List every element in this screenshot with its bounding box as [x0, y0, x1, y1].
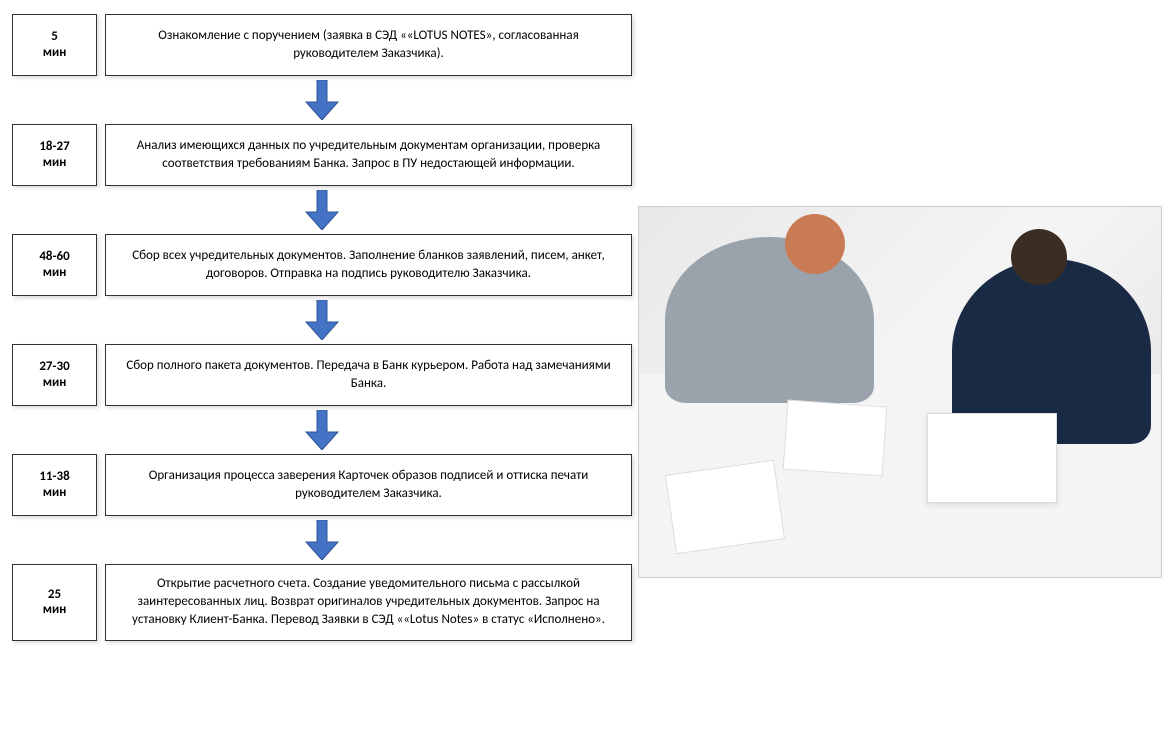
step-3: 48-60 мин Сбор всех учредительных докуме… — [12, 234, 632, 296]
time-value: 11-38 — [39, 469, 69, 485]
step-4: 27-30 мин Сбор полного пакета документов… — [12, 344, 632, 406]
arrow-down-icon — [304, 300, 340, 340]
time-box-3: 48-60 мин — [12, 234, 97, 296]
arrow-down-icon — [304, 410, 340, 450]
step-5: 11-38 мин Организация процесса заверения… — [12, 454, 632, 516]
business-meeting-photo — [638, 206, 1162, 578]
arrow-1 — [12, 76, 632, 124]
time-box-4: 27-30 мин — [12, 344, 97, 406]
step-1: 5 мин Ознакомление с поручением (заявка … — [12, 14, 632, 76]
process-flowchart: 5 мин Ознакомление с поручением (заявка … — [12, 14, 632, 641]
time-value: 27-30 — [39, 359, 69, 375]
desc-box-3: Сбор всех учредительных документов. Запо… — [105, 234, 632, 296]
desc-box-2: Анализ имеющихся данных по учредительным… — [105, 124, 632, 186]
arrow-4 — [12, 406, 632, 454]
time-box-5: 11-38 мин — [12, 454, 97, 516]
time-unit: мин — [43, 485, 67, 501]
time-box-6: 25 мин — [12, 564, 97, 641]
time-value: 25 — [48, 587, 61, 603]
time-value: 48-60 — [39, 249, 69, 265]
time-box-2: 18-27 мин — [12, 124, 97, 186]
time-box-1: 5 мин — [12, 14, 97, 76]
arrow-2 — [12, 186, 632, 234]
photo-laptop-shape — [927, 413, 1057, 503]
photo-paper2-shape — [783, 400, 888, 477]
step-6: 25 мин Открытие расчетного счета. Создан… — [12, 564, 632, 641]
time-value: 5 — [51, 29, 58, 45]
time-unit: мин — [43, 45, 67, 61]
time-unit: мин — [43, 375, 67, 391]
desc-box-1: Ознакомление с поручением (заявка в СЭД … — [105, 14, 632, 76]
photo-paper1-shape — [665, 460, 785, 555]
time-unit: мин — [43, 602, 67, 618]
arrow-down-icon — [304, 190, 340, 230]
time-unit: мин — [43, 155, 67, 171]
step-2: 18-27 мин Анализ имеющихся данных по учр… — [12, 124, 632, 186]
photo-person-left-shape — [665, 237, 874, 404]
desc-box-6: Открытие расчетного счета. Создание увед… — [105, 564, 632, 641]
arrow-5 — [12, 516, 632, 564]
photo-head-right-shape — [1011, 229, 1067, 285]
time-value: 18-27 — [39, 139, 69, 155]
arrow-down-icon — [304, 520, 340, 560]
arrow-3 — [12, 296, 632, 344]
desc-box-4: Сбор полного пакета документов. Передача… — [105, 344, 632, 406]
time-unit: мин — [43, 265, 67, 281]
desc-box-5: Организация процесса заверения Карточек … — [105, 454, 632, 516]
arrow-down-icon — [304, 80, 340, 120]
